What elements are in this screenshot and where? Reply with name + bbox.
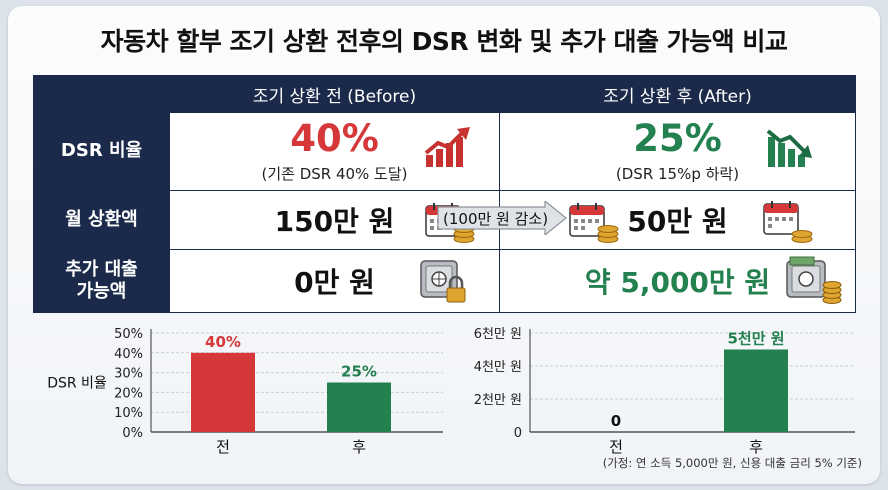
- calendar-coins-icon: [569, 203, 619, 243]
- data-label: 25%: [341, 363, 377, 381]
- decrease-label: (100만 원 감소): [443, 210, 549, 228]
- arrow-right-icon: [437, 201, 567, 235]
- monthly-before-value: 150만 원: [274, 205, 395, 238]
- dsr-after-cell: 25% (DSR 15%p 하락): [499, 112, 856, 191]
- page-title: 자동차 할부 조기 상환 전후의 DSR 변화 및 추가 대출 가능액 비교: [100, 27, 788, 56]
- trend-down-icon: [766, 129, 812, 167]
- y-tick-label: 30%: [114, 367, 143, 382]
- additional-before-value: 0만 원: [294, 266, 375, 299]
- comparison-table: 조기 상환 전 (Before) 조기 상환 후 (After) DSR 비율 …: [33, 75, 856, 313]
- data-label: 5천만 원: [727, 330, 784, 348]
- y-tick-label: 2천만 원: [474, 393, 522, 408]
- y-tick-label: 4천만 원: [474, 360, 522, 375]
- calendar-coins-icon: [763, 201, 813, 243]
- decrease-arrow: (100만 원 감소): [437, 201, 567, 235]
- y-tick-label: 20%: [114, 386, 143, 401]
- dsr-after-note: (DSR 15%p 하락): [615, 164, 740, 183]
- loan-bar-chart: 0 2천만 원 4천만 원 6천만 원 0 전 5천만 원후(가정: 연 소득 5,000만…: [474, 327, 862, 470]
- dsr-before-value: 40%: [290, 116, 379, 160]
- bar: [327, 382, 391, 432]
- y-tick-label: 40%: [114, 347, 143, 362]
- x-tick-label: 후: [749, 438, 763, 456]
- money-safe-icon: [786, 256, 842, 304]
- data-label: 40%: [205, 333, 241, 351]
- trend-up-icon: [424, 127, 470, 167]
- dsr-before-cell: 40% (기존 DSR 40% 도달): [169, 112, 500, 191]
- header-before: 조기 상환 전 (Before): [169, 75, 500, 113]
- header-after: 조기 상환 후 (After): [499, 75, 856, 113]
- y-tick-label: 50%: [114, 327, 143, 342]
- row-label-dsr: DSR 비율: [33, 112, 170, 191]
- y-tick-label: 0: [514, 426, 522, 441]
- bar: [724, 349, 788, 432]
- x-tick-label: 후: [352, 438, 366, 456]
- y-tick-label: 10%: [114, 406, 143, 421]
- monthly-after-value: 50만 원: [627, 205, 728, 238]
- data-label: 0: [611, 412, 621, 430]
- y-axis-label: DSR 비율: [47, 376, 107, 392]
- x-tick-label: 전: [609, 438, 623, 456]
- y-tick-label: 6천만 원: [474, 327, 522, 342]
- locked-safe-icon: [420, 260, 466, 303]
- row-label-monthly: 월 상환액: [33, 190, 170, 250]
- y-tick-label: 0%: [122, 426, 143, 441]
- dsr-bar-chart: 0% 10% 20% 30% 40% 50% DSR 비율 40% 전 25% 후: [47, 327, 443, 456]
- assumption-note: (가정: 연 소득 5,000만 원, 신용 대출 금리 5% 기준): [603, 456, 862, 470]
- dsr-after-value: 25%: [633, 116, 722, 160]
- monthly-before-cell: 150만 원: [169, 190, 500, 250]
- row-label-additional-line2: 가능액: [76, 281, 127, 302]
- additional-after-value: 약 5,000만 원: [584, 266, 771, 299]
- bar: [191, 352, 255, 432]
- x-tick-label: 전: [216, 438, 230, 456]
- dsr-before-note: (기존 DSR 40% 도달): [261, 164, 408, 183]
- row-label-additional: 추가 대출 가능액: [33, 249, 170, 313]
- additional-before-cell: 0만 원: [169, 249, 500, 313]
- header-empty: [33, 75, 170, 113]
- row-label-additional-line1: 추가 대출: [65, 258, 138, 280]
- additional-after-cell: 약 5,000만 원: [499, 249, 856, 313]
